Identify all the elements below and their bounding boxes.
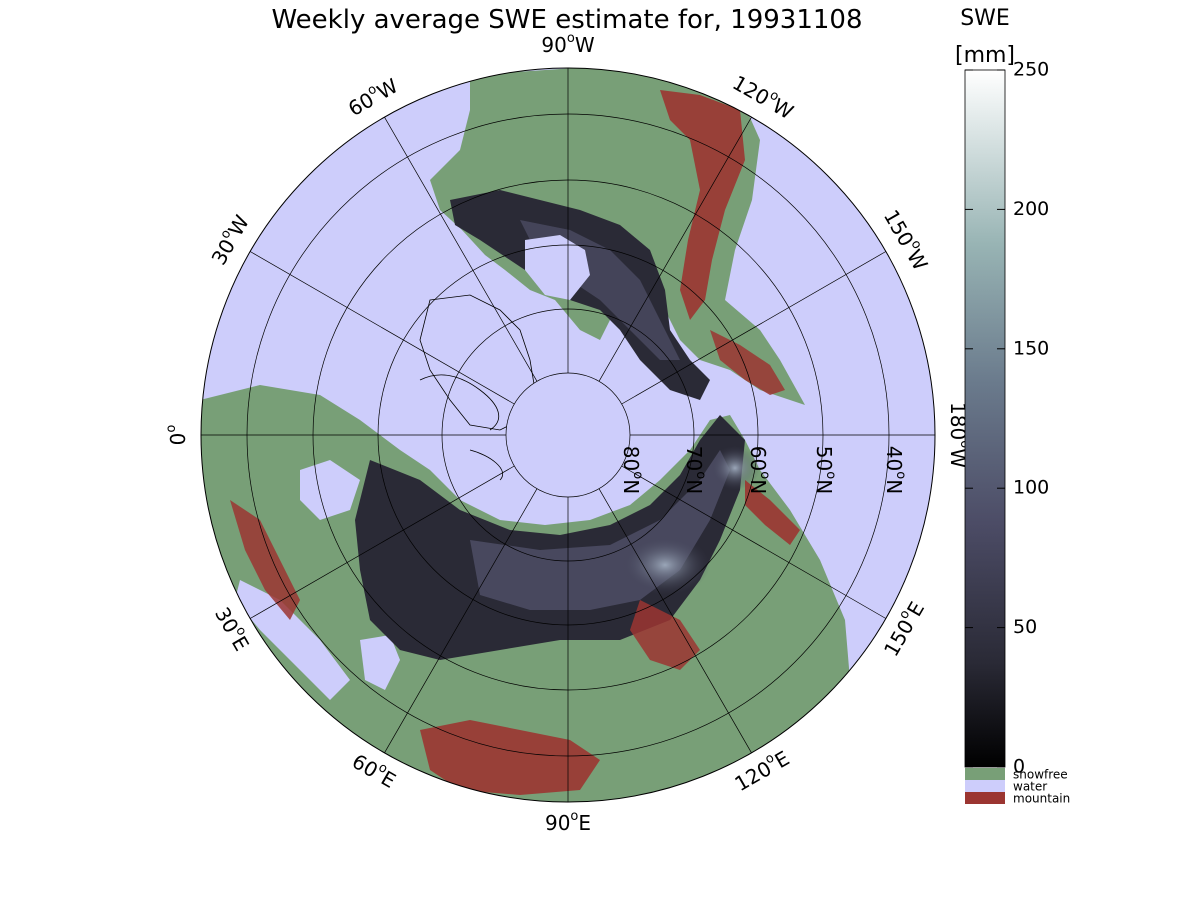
graticule-meridians (201, 68, 935, 802)
colorbar-tick-label: 250 (1013, 59, 1049, 81)
colorbar-tick-label: 0 (1013, 756, 1025, 778)
yakutia-snow-high (710, 446, 760, 490)
east-asia-mountains (630, 600, 700, 670)
colorbar-title-swe: SWE (960, 6, 1010, 31)
colorbar-title-units: [mm] (955, 43, 1015, 68)
meridian-line (249, 465, 515, 619)
meridian-line (249, 251, 515, 405)
parallel-label: 60oN (747, 446, 773, 494)
parallel-label: 70oN (683, 446, 709, 494)
europe-mountains (230, 500, 300, 620)
map-title: Weekly average SWE estimate for, 1993110… (271, 5, 862, 35)
colorbar-category-label: snowfree (1013, 768, 1068, 782)
colorbar-category-swatch (965, 768, 1005, 780)
colorbar-category-swatch (965, 780, 1005, 792)
siberia-snow-high (620, 535, 710, 595)
colorbar-tick-label: 50 (1013, 616, 1037, 638)
meridian-label: 90oW (541, 31, 594, 57)
colorbar-category-label: water (1013, 780, 1047, 794)
arctic-islands (419, 374, 503, 481)
meridian-line (598, 488, 752, 754)
parallel-labels: 80oN 70oN 60oN 50oN 40oN (620, 446, 909, 494)
baltic-sea (300, 460, 360, 520)
mediterranean-sea (235, 580, 350, 700)
alaska-mountains (710, 330, 785, 395)
colorbar-category-label: mountain (1013, 792, 1070, 806)
rocky-mountains (660, 90, 745, 320)
meridian-label: 90oE (545, 809, 591, 835)
caspian-sea (360, 635, 400, 690)
meridian-line (384, 116, 538, 382)
map-disc (201, 68, 935, 802)
colorbar-tick-label: 150 (1013, 337, 1049, 359)
colorbar: SWE [mm] 250 200 150 100 50 0 snowfreewatermo… (955, 6, 1070, 806)
canada-snow-cover (450, 190, 710, 400)
siberia-snow-cover (355, 415, 745, 660)
colorbar-tick-label: 100 (1013, 477, 1049, 499)
hudson-bay-water (525, 235, 590, 300)
meridian-line (598, 116, 752, 382)
meridian-line (621, 251, 887, 405)
parallel-label: 80oN (620, 446, 646, 494)
arctic-ocean (506, 373, 630, 497)
colorbar-ticks: 250 200 150 100 50 0 (965, 59, 1049, 778)
colorbar-category-swatch (965, 792, 1005, 804)
meridian-line (621, 465, 887, 619)
meridian-line (384, 488, 538, 754)
kamchatka-mountains (745, 480, 800, 545)
parallel-label: 50oN (813, 446, 839, 494)
parallel-label: 40oN (883, 446, 909, 494)
colorbar-gradient (964, 69, 1006, 768)
meridian-label: 0o (164, 425, 190, 446)
colorbar-tick-label: 200 (1013, 198, 1049, 220)
map-border (200, 67, 936, 803)
